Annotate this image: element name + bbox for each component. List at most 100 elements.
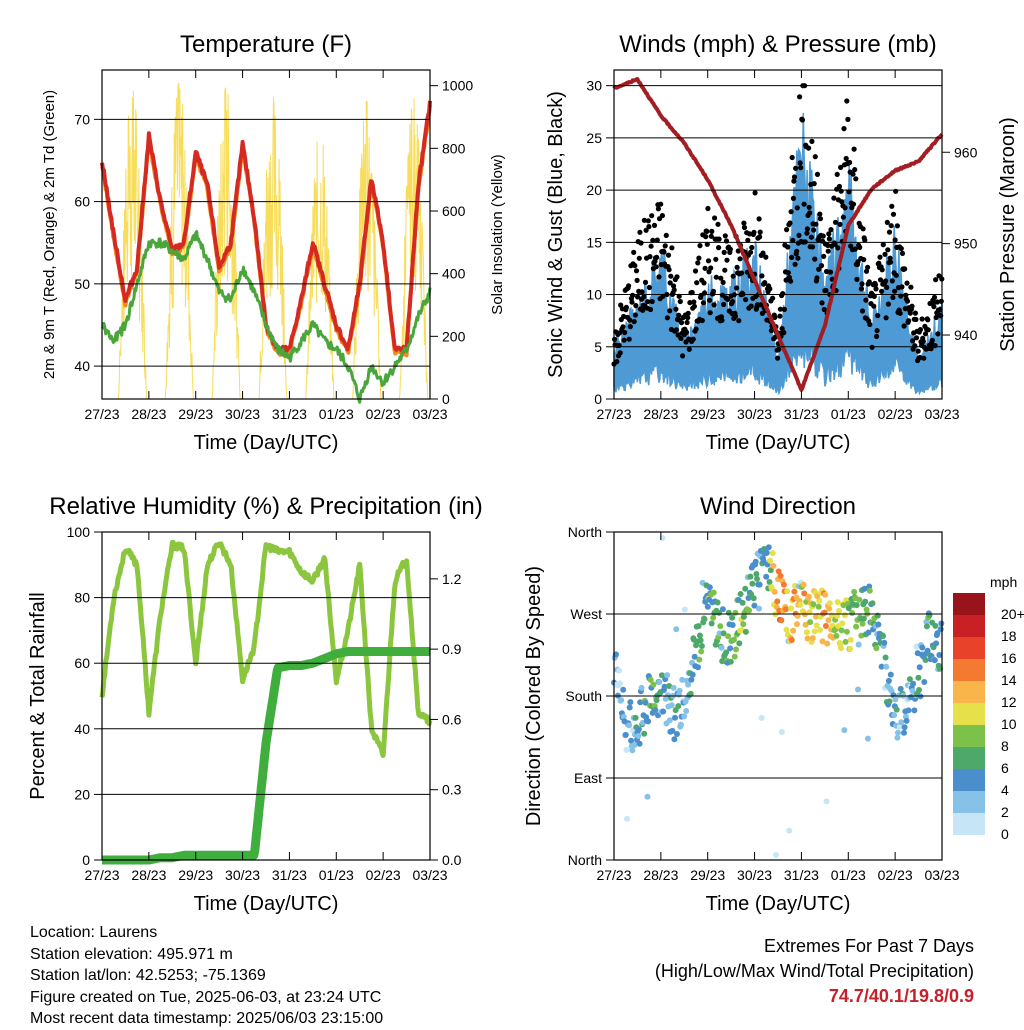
direction-point bbox=[679, 676, 686, 683]
direction-point bbox=[910, 680, 917, 687]
solar-line bbox=[195, 87, 243, 400]
gust-point bbox=[844, 98, 850, 104]
gust-point bbox=[820, 233, 826, 239]
gust-point bbox=[860, 226, 866, 232]
x-tick-label: 29/23 bbox=[690, 406, 725, 422]
direction-point bbox=[629, 747, 636, 754]
direction-point bbox=[839, 620, 846, 627]
gust-point bbox=[727, 246, 734, 252]
gust-point bbox=[784, 227, 790, 233]
x-tick-label: 30/23 bbox=[737, 867, 772, 883]
speed-legend: mph 0 2 4 6 8 10 12 14 16 18 20+ bbox=[953, 574, 1024, 842]
gust-point bbox=[741, 224, 748, 231]
gust-point bbox=[712, 215, 718, 221]
gust-point bbox=[721, 249, 727, 255]
gust-point bbox=[775, 355, 781, 361]
gust-point bbox=[913, 316, 919, 323]
direction-point bbox=[936, 652, 943, 658]
gust-point bbox=[632, 263, 638, 269]
x-tick-label: 28/23 bbox=[643, 867, 678, 883]
gust-point bbox=[741, 220, 747, 226]
gust-point bbox=[907, 310, 913, 316]
direction-point bbox=[847, 636, 854, 643]
direction-point bbox=[771, 588, 778, 595]
gust-point bbox=[794, 248, 800, 254]
extremes-subtitle: (High/Low/Max Wind/Total Precipitation) bbox=[654, 961, 974, 981]
y-tick-label: 15 bbox=[586, 234, 602, 250]
gust-point bbox=[886, 229, 893, 235]
gust-point bbox=[821, 253, 827, 259]
direction-point bbox=[919, 644, 926, 651]
gust-point bbox=[630, 292, 636, 298]
direction-point bbox=[623, 746, 630, 753]
direction-point bbox=[650, 681, 657, 688]
gust-point bbox=[673, 327, 680, 333]
direction-point bbox=[881, 639, 888, 646]
gust-point bbox=[873, 286, 879, 292]
direction-point bbox=[695, 664, 701, 671]
rain-line bbox=[98, 647, 434, 865]
x-tick-label: 03/23 bbox=[924, 867, 959, 883]
direction-point bbox=[804, 635, 811, 642]
gust-point bbox=[823, 287, 829, 294]
gust-point bbox=[699, 317, 705, 324]
direction-point bbox=[664, 672, 671, 679]
direction-point bbox=[742, 628, 749, 635]
direction-point bbox=[851, 588, 858, 595]
y2-tick-label: 0.3 bbox=[442, 782, 462, 798]
gust-point bbox=[721, 301, 727, 308]
gust-point bbox=[877, 254, 883, 260]
gust-point bbox=[708, 233, 714, 239]
gust-point bbox=[806, 204, 812, 210]
direction-point bbox=[797, 601, 804, 608]
y-tick-label: 30 bbox=[586, 78, 602, 94]
direction-point bbox=[916, 687, 922, 693]
gust-point bbox=[935, 331, 941, 337]
direction-point bbox=[814, 593, 821, 600]
gust-point bbox=[759, 273, 765, 279]
x-tick-label: 01/23 bbox=[831, 867, 866, 883]
legend-swatch bbox=[953, 747, 985, 769]
gust-point bbox=[641, 294, 647, 300]
gust-point bbox=[835, 245, 841, 251]
gust-point bbox=[685, 315, 691, 321]
x-axis-label: Time (Day/UTC) bbox=[706, 893, 851, 915]
gust-point bbox=[776, 346, 782, 352]
gust-point bbox=[683, 329, 690, 335]
gust-point bbox=[807, 210, 813, 216]
gust-point bbox=[719, 317, 725, 323]
direction-point bbox=[924, 647, 931, 654]
direction-point bbox=[878, 663, 885, 670]
x-tick-label: 31/23 bbox=[784, 867, 819, 883]
direction-point bbox=[880, 633, 886, 639]
gust-point bbox=[785, 270, 791, 276]
direction-point bbox=[823, 798, 830, 805]
gust-point bbox=[647, 254, 653, 260]
gust-point bbox=[704, 241, 710, 247]
legend-label: 18 bbox=[1001, 628, 1017, 644]
y2-tick-label: 1000 bbox=[442, 78, 473, 94]
pressure-line bbox=[612, 77, 944, 392]
direction-point bbox=[901, 724, 908, 731]
gust-point bbox=[840, 214, 847, 220]
direction-point bbox=[923, 623, 930, 630]
direction-point bbox=[931, 657, 938, 664]
gust-point bbox=[691, 299, 697, 305]
gust-point bbox=[789, 154, 795, 161]
legend-swatch bbox=[953, 813, 985, 835]
gust-point bbox=[925, 317, 931, 323]
gust-point bbox=[832, 241, 838, 247]
gust-point bbox=[792, 261, 798, 267]
gust-point bbox=[819, 300, 825, 306]
direction-point bbox=[756, 581, 763, 588]
gust-point bbox=[649, 213, 655, 219]
gust-series bbox=[611, 83, 945, 367]
gust-point bbox=[791, 178, 797, 184]
y-tick-label: 60 bbox=[74, 194, 90, 210]
gust-point bbox=[790, 195, 797, 201]
gust-point bbox=[627, 317, 633, 323]
gust-point bbox=[730, 273, 736, 279]
gust-point bbox=[716, 245, 722, 251]
gust-point bbox=[912, 343, 918, 349]
direction-point bbox=[706, 584, 713, 591]
